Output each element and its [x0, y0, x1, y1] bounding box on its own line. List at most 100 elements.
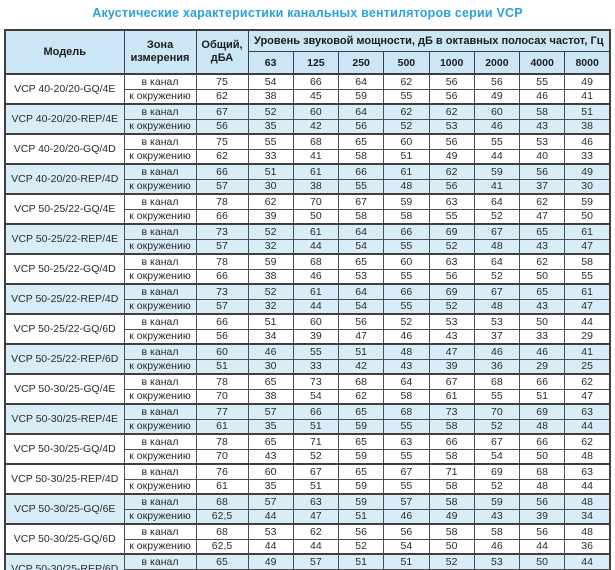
level-cell-250hz: 59: [337, 478, 385, 495]
level-cell-500hz: 61: [383, 163, 430, 180]
level-cell-8000hz: 48: [564, 493, 611, 510]
table-row: VCP 50-25/22-GQ/6D в канал 66 51 60 56 52 53 53 5…: [4, 313, 611, 345]
level-cell-250hz: 47: [337, 328, 385, 345]
table-row: к окружению 57 32 44 54 55 52 48 43 47: [5, 238, 611, 255]
level-cell-2000hz: 67: [473, 433, 521, 450]
total-dba-cell: 61: [195, 418, 249, 435]
level-cell-4000hz: 29: [518, 358, 566, 375]
zone-cell: в канал: [123, 223, 197, 240]
table-row: VCP 50-25/22-REP/4D в канал 73 52 61 64 66 69 67…: [4, 283, 611, 315]
level-cell-63hz: 65: [247, 433, 294, 450]
total-dba-cell: 56: [195, 118, 249, 135]
frequency-header-2000: 2000: [473, 51, 521, 75]
level-cell-125hz: 66: [292, 73, 340, 90]
total-dba-cell: 77: [195, 403, 249, 420]
table-body: VCP 40-20/20-GQ/4E в канал 75 54 66 64 62 56 56 5…: [4, 73, 611, 570]
level-cell-63hz: 38: [247, 88, 294, 105]
level-cell-125hz: 41: [292, 148, 340, 165]
level-cell-1000hz: 52: [428, 298, 475, 315]
total-dba-cell: 75: [195, 73, 249, 90]
level-cell-63hz: 60: [247, 463, 294, 480]
table-row: к окружению 62 33 41 58 51 49 44 40 33: [5, 148, 611, 165]
frequency-header-500: 500: [383, 51, 430, 75]
level-cell-2000hz: 56: [473, 73, 521, 90]
table-row: VCP 50-25/22-GQ/4E в канал 78 62 70 67 59 63 64 6…: [4, 193, 611, 225]
zone-cell: к окружению: [123, 148, 197, 165]
zone-cell: в канал: [123, 103, 197, 120]
level-cell-63hz: 32: [247, 238, 294, 255]
level-cell-4000hz: 66: [518, 373, 566, 390]
level-cell-1000hz: 73: [428, 403, 475, 420]
level-cell-8000hz: 36: [564, 538, 611, 555]
zone-cell: к окружению: [123, 358, 197, 375]
level-cell-1000hz: 53: [428, 118, 475, 135]
level-cell-250hz: 56: [337, 523, 385, 540]
level-cell-250hz: 51: [337, 508, 385, 525]
level-cell-1000hz: 53: [428, 313, 475, 330]
level-cell-8000hz: 44: [564, 418, 611, 435]
level-cell-63hz: 53: [247, 523, 294, 540]
level-cell-125hz: 67: [292, 463, 340, 480]
level-cell-4000hz: 43: [518, 238, 566, 255]
level-cell-125hz: 61: [292, 283, 340, 300]
level-cell-4000hz: 69: [518, 403, 566, 420]
level-cell-125hz: 68: [292, 253, 340, 270]
total-dba-cell: 67: [195, 103, 249, 120]
level-cell-250hz: 59: [337, 493, 385, 510]
level-cell-250hz: 42: [337, 358, 385, 375]
level-cell-2000hz: 41: [473, 178, 521, 195]
level-cell-1000hz: 63: [428, 193, 475, 210]
table-row: к окружению 62,5 44 47 51 46 49 43 39 34: [5, 508, 611, 525]
level-cell-8000hz: 30: [564, 178, 611, 195]
level-cell-8000hz: 49: [564, 163, 611, 180]
level-cell-250hz: 56: [337, 118, 385, 135]
zone-cell: к окружению: [123, 418, 197, 435]
total-dba-cell: 57: [195, 238, 249, 255]
level-cell-8000hz: 44: [564, 553, 611, 570]
level-cell-63hz: 55: [247, 133, 294, 150]
table-row: VCP 50-30/25-REP/4E в канал 77 57 66 65 68 73 70…: [4, 403, 611, 435]
zone-cell: к окружению: [123, 178, 197, 195]
level-cell-2000hz: 54: [473, 448, 521, 465]
level-cell-63hz: 52: [247, 103, 294, 120]
table-row: VCP 50-30/25-REP/4D в канал 76 60 67 65 67 71 69…: [4, 463, 611, 495]
level-cell-2000hz: 67: [473, 283, 521, 300]
level-cell-8000hz: 49: [564, 73, 611, 90]
level-cell-2000hz: 46: [473, 118, 521, 135]
total-dba-cell: 51: [195, 358, 249, 375]
level-cell-125hz: 38: [292, 178, 340, 195]
level-cell-4000hz: 43: [518, 298, 566, 315]
total-dba-cell: 56: [195, 328, 249, 345]
level-cell-4000hz: 55: [518, 73, 566, 90]
level-cell-63hz: 46: [247, 343, 294, 360]
table-row: VCP 50-30/25-GQ/6E в канал 68 57 63 59 57 58 59 5…: [4, 493, 611, 525]
level-cell-8000hz: 41: [564, 343, 611, 360]
level-cell-4000hz: 56: [518, 163, 566, 180]
total-dba-cell: 68: [195, 493, 249, 510]
total-dba-cell: 62,5: [195, 508, 249, 525]
level-cell-1000hz: 49: [428, 148, 475, 165]
model-cell: VCP 40-20/20-GQ/4D: [4, 133, 125, 165]
level-cell-500hz: 55: [383, 478, 430, 495]
level-cell-1000hz: 61: [428, 388, 475, 405]
level-cell-125hz: 62: [292, 523, 340, 540]
total-dba-cell: 68: [195, 523, 249, 540]
level-cell-4000hz: 48: [518, 478, 566, 495]
level-cell-125hz: 51: [292, 418, 340, 435]
level-cell-1000hz: 58: [428, 493, 475, 510]
level-cell-125hz: 68: [292, 133, 340, 150]
level-cell-1000hz: 62: [428, 103, 475, 120]
level-cell-125hz: 63: [292, 493, 340, 510]
level-cell-4000hz: 51: [518, 388, 566, 405]
level-cell-4000hz: 53: [518, 133, 566, 150]
total-dba-cell: 70: [195, 388, 249, 405]
level-cell-125hz: 44: [292, 298, 340, 315]
level-cell-63hz: 35: [247, 118, 294, 135]
level-cell-8000hz: 51: [564, 103, 611, 120]
model-cell: VCP 50-25/22-REP/6D: [4, 343, 125, 375]
level-cell-250hz: 51: [337, 343, 385, 360]
level-cell-1000hz: 56: [428, 133, 475, 150]
level-cell-125hz: 44: [292, 238, 340, 255]
level-cell-8000hz: 63: [564, 403, 611, 420]
